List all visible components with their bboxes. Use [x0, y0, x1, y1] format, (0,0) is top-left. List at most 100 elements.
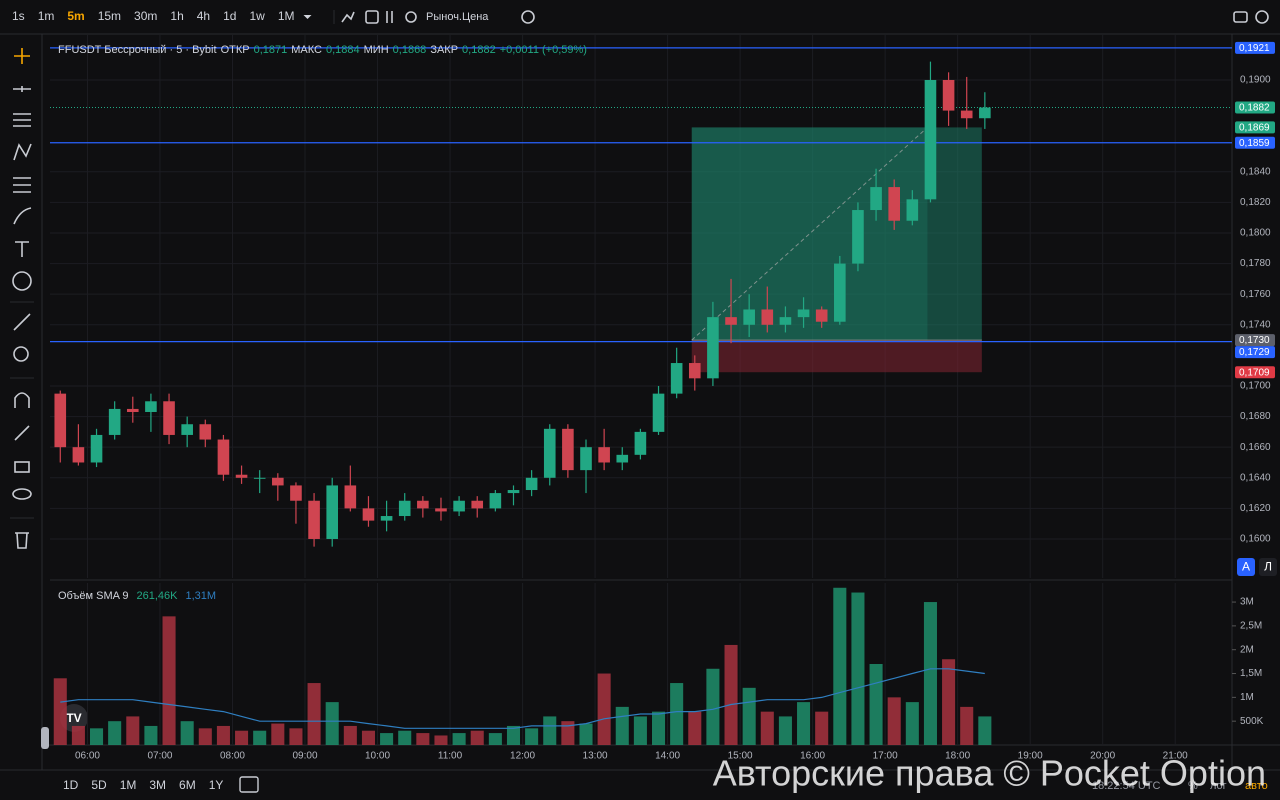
magnet-tool[interactable] — [14, 392, 30, 408]
candle-body — [326, 485, 339, 539]
percent-toggle[interactable]: % — [1188, 780, 1198, 792]
text-tool[interactable] — [15, 241, 29, 257]
candle-body — [598, 447, 610, 463]
scale-button[interactable] — [1259, 558, 1277, 576]
logo[interactable]: TV — [60, 704, 88, 732]
y-tick-label: 0,1760 — [1240, 289, 1271, 300]
volume-bar — [651, 711, 666, 745]
candle-body — [688, 363, 701, 379]
fib-tool[interactable] — [13, 113, 31, 127]
sidebar-dividers — [10, 301, 34, 519]
interval-button[interactable]: 1w — [249, 9, 265, 23]
interval-button[interactable]: 1h — [170, 9, 183, 23]
visibility-tool[interactable] — [12, 488, 32, 500]
volume-tick-label: 2M — [1240, 644, 1254, 655]
legend-text: 1,31M — [186, 590, 217, 602]
y-tick-label: 0,1600 — [1240, 534, 1271, 545]
volume-bar — [380, 733, 394, 745]
settings-icon[interactable] — [1255, 10, 1269, 24]
volume-bar — [724, 644, 738, 745]
price-type-icon[interactable] — [405, 11, 417, 23]
date-range-icon[interactable] — [239, 776, 259, 793]
lock-tool[interactable] — [14, 461, 30, 473]
range-button[interactable]: 1M — [120, 778, 137, 792]
delete-tool[interactable] — [15, 532, 29, 549]
x-tick-label: 19:00 — [1018, 751, 1043, 762]
drawing-tools[interactable] — [12, 48, 32, 549]
interval-button[interactable]: 1d — [223, 9, 236, 23]
ruler-tool[interactable] — [13, 313, 31, 331]
interval-button[interactable]: 1M — [278, 9, 295, 23]
price-type[interactable]: Рыноч.Цена — [426, 11, 489, 23]
interval-button[interactable]: 4h — [197, 9, 210, 23]
candle-body — [906, 199, 919, 221]
legend-text: МАКС — [291, 44, 322, 56]
candle-body — [253, 477, 266, 479]
y-tick-label: 0,1800 — [1240, 228, 1271, 239]
price-label-bg — [1235, 121, 1275, 134]
volume-bar — [923, 602, 937, 745]
interval-button[interactable]: 5m — [67, 9, 84, 23]
lock-draw-tool[interactable] — [14, 425, 30, 441]
candle-body — [725, 317, 737, 325]
candle-body — [362, 508, 375, 521]
candle-body — [417, 500, 429, 509]
volume-bar — [216, 725, 230, 745]
price-label: 0,1709 — [1239, 367, 1270, 378]
interval-button[interactable]: 1s — [12, 9, 25, 23]
range-button[interactable]: 1D — [63, 778, 79, 792]
legend-text: FFUSDT Бессрочный · 5 · Bybit — [58, 44, 217, 56]
auto-toggle[interactable]: авто — [1245, 780, 1268, 792]
pattern-tool[interactable] — [13, 143, 32, 161]
brush-tool[interactable] — [13, 207, 32, 225]
candle-body — [924, 79, 937, 200]
candle-body — [979, 107, 991, 119]
interval-button[interactable]: 30m — [134, 9, 157, 23]
volume-tick-label: 3M — [1240, 597, 1254, 608]
candle-body — [126, 408, 139, 412]
range-button[interactable]: 1Y — [209, 778, 224, 792]
x-tick-label: 06:00 — [75, 751, 100, 762]
collapse-handle[interactable] — [41, 727, 49, 749]
interval-button[interactable]: 15m — [98, 9, 121, 23]
volume-bar — [108, 721, 122, 745]
x-tick-label: 20:00 — [1090, 751, 1115, 762]
candle-body — [525, 477, 538, 491]
log-toggle[interactable]: лог — [1210, 780, 1227, 792]
volume-bar — [271, 723, 285, 745]
volume-bar — [706, 668, 720, 745]
range-button[interactable]: 3M — [149, 778, 166, 792]
projection-tool[interactable] — [13, 177, 31, 193]
indicator-icon[interactable] — [341, 11, 355, 23]
toolbar-icons[interactable] — [341, 10, 1269, 24]
volume-bar — [470, 730, 484, 745]
range-button[interactable]: 6M — [179, 778, 196, 792]
line-tool[interactable] — [13, 86, 31, 92]
volume-bar — [597, 673, 611, 745]
scale-button-label: A — [1242, 560, 1250, 574]
volume-tick-label: 1,5M — [1240, 668, 1262, 679]
x-tick-label: 15:00 — [728, 751, 753, 762]
volume-bar — [670, 683, 684, 745]
candle-body — [290, 485, 302, 501]
volume-bar — [361, 730, 375, 745]
interval-button[interactable]: 1m — [38, 9, 55, 23]
candle-body — [72, 447, 85, 463]
layout-icon[interactable] — [365, 10, 379, 24]
add-icon[interactable] — [521, 10, 535, 24]
candle-body — [308, 500, 320, 539]
camera-icon[interactable] — [1233, 11, 1248, 23]
legend-text: 0,1871 — [254, 44, 288, 56]
range-button[interactable]: 5D — [91, 778, 107, 792]
candle-body — [344, 485, 357, 509]
scale-button[interactable] — [1237, 558, 1255, 576]
crosshair-tool[interactable] — [14, 48, 30, 64]
y-tick-label: 0,1780 — [1240, 258, 1271, 269]
volume-bar — [71, 725, 85, 745]
zoom-tool[interactable] — [13, 346, 29, 362]
volume-bar — [198, 728, 212, 745]
logo-badge[interactable] — [60, 704, 88, 732]
emoji-tool[interactable] — [12, 271, 32, 291]
x-tick-label: 12:00 — [510, 751, 535, 762]
